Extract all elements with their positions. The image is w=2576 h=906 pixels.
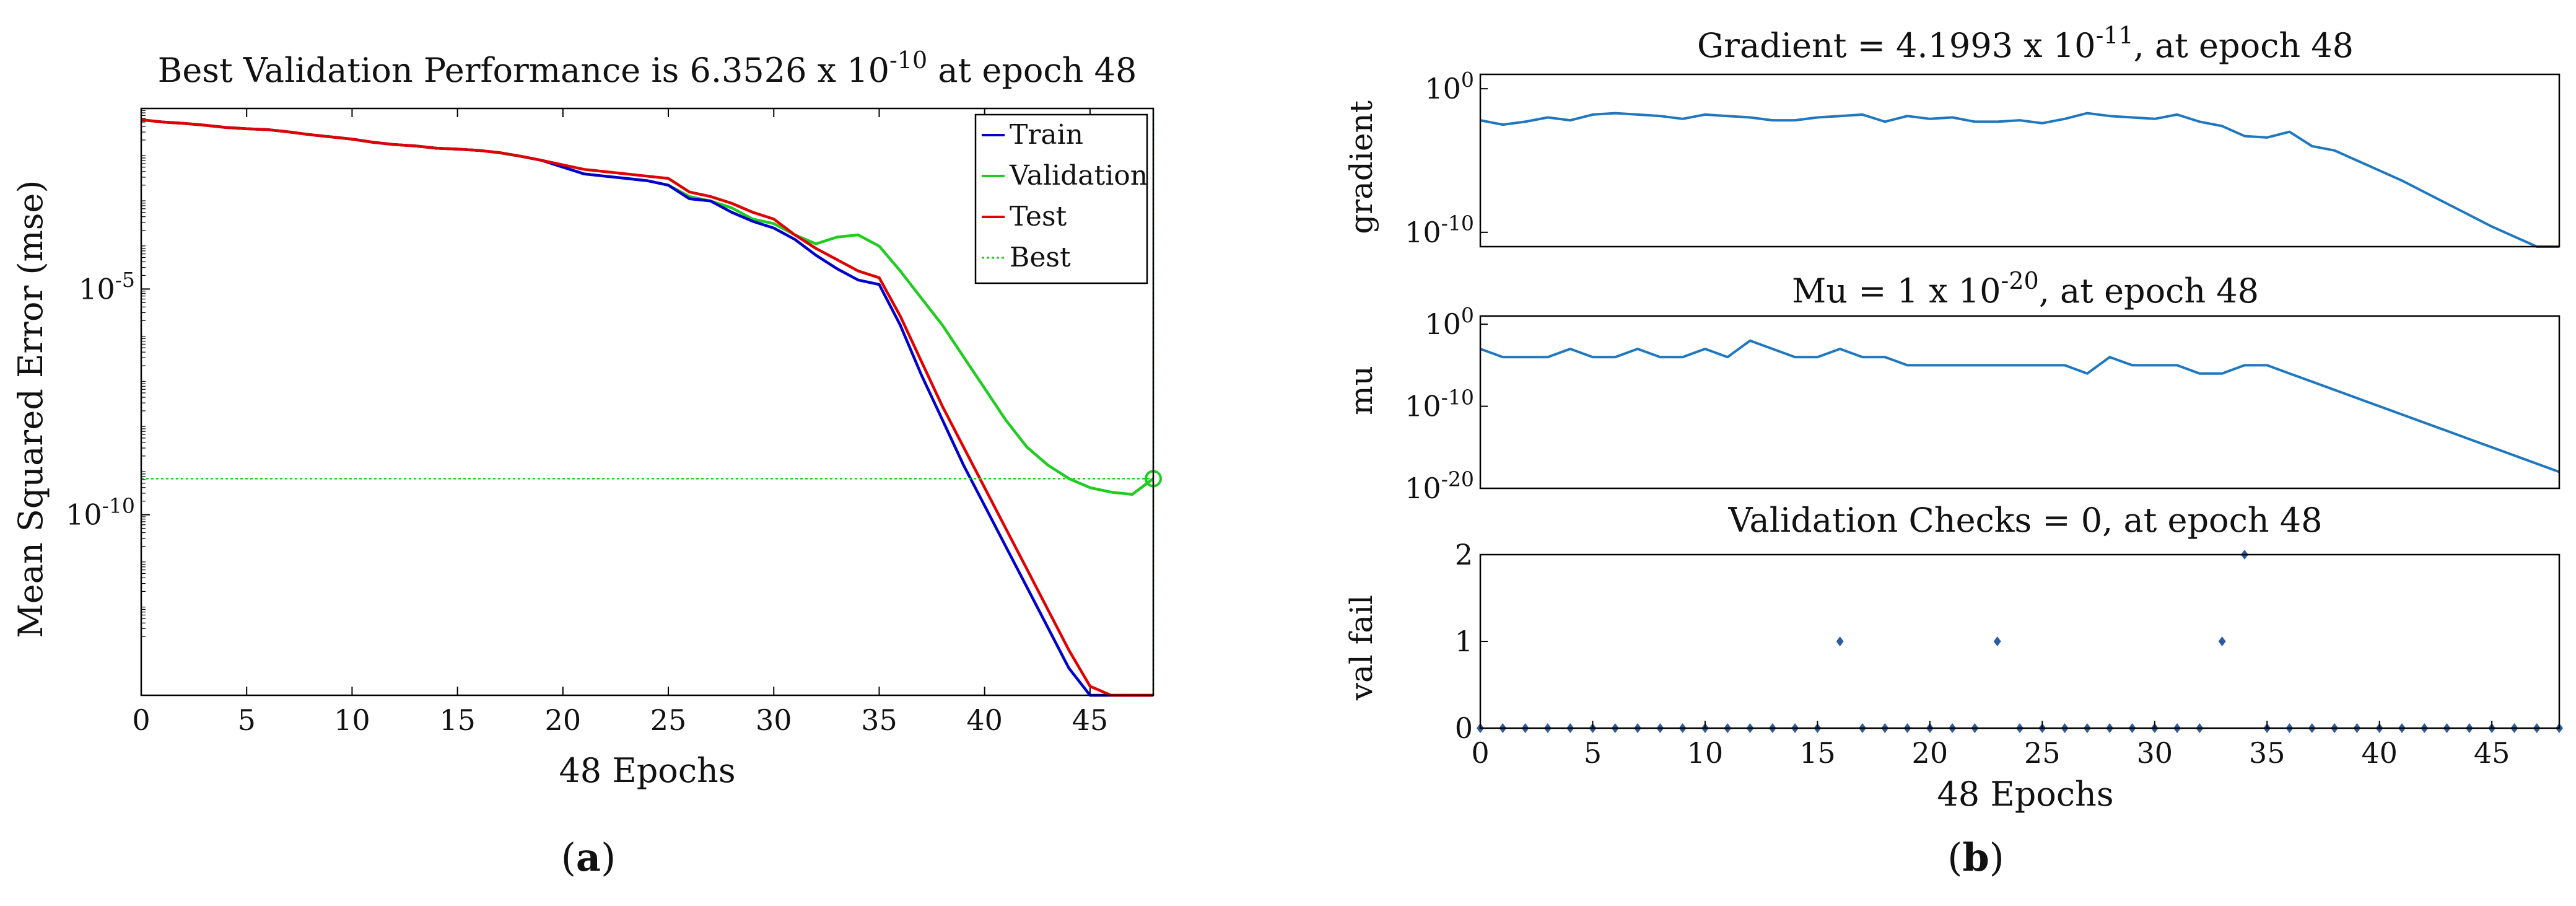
y-tick-label: 10-10 [1405, 385, 1474, 423]
mu-plot-area [1480, 339, 2560, 473]
y-tick-label: 2 [1455, 538, 1473, 571]
series-line [1480, 339, 2560, 473]
mu-axes-box [1479, 315, 2561, 490]
x-tick-label: 5 [1584, 736, 1602, 770]
x-tick-label: 35 [861, 703, 897, 737]
y-tick-label: 10-20 [1405, 467, 1474, 505]
x-tick-label: 30 [2136, 736, 2173, 770]
legend-test-label: Test [1010, 201, 1067, 232]
x-tick-label: 35 [2249, 736, 2286, 770]
x-tick-label: 40 [2361, 736, 2398, 770]
x-tick-label: 25 [650, 703, 687, 737]
gradient-plot-area [1480, 112, 2559, 248]
gradient-axes-box [1479, 73, 2561, 248]
x-tick-label: 20 [545, 703, 582, 737]
series-test-line [141, 118, 1153, 697]
panel-a: Best Validation Performance is 6.3526 x … [11, 46, 1162, 880]
panel-a-legend: Train Validation Test Best [974, 113, 1148, 284]
x-tick-label: 45 [1072, 703, 1109, 737]
gradient-title: Gradient = 4.1993 x 10-11, at epoch 48 [1697, 22, 2354, 65]
y-tick-label: 1 [1455, 625, 1473, 658]
legend-box [974, 113, 1148, 284]
x-tick-label: 0 [1471, 736, 1489, 770]
x-tick-label: 40 [966, 703, 1003, 737]
panel-a-plot-area [141, 108, 1162, 697]
x-tick-label: 30 [756, 703, 792, 737]
x-tick-label: 15 [1799, 736, 1836, 770]
gradient-ylabel: gradient [1343, 100, 1379, 234]
x-tick-label: 15 [439, 703, 476, 737]
valfail-y-ticks: 0 1 2 [1455, 538, 1488, 745]
x-tick-label: 20 [1912, 736, 1949, 770]
panel-b-x-ticks: 0 5 10 15 20 25 30 35 40 45 [1471, 721, 2510, 770]
y-tick-label: 10-5 [79, 268, 135, 306]
legend-validation-label: Validation [1009, 160, 1148, 191]
panel-a-x-ticks: 0 5 10 15 20 25 30 35 40 45 [132, 108, 1108, 737]
y-tick-label: 10-10 [1405, 211, 1474, 249]
data-point [2218, 636, 2226, 646]
data-point [1993, 636, 2001, 646]
x-tick-label: 10 [1687, 736, 1724, 770]
legend-best-label: Best [1010, 242, 1071, 273]
panel-a-ylabel: Mean Squared Error (mse) [11, 180, 50, 638]
panel-a-xlabel: 48 Epochs [559, 751, 735, 790]
valfail-title: Validation Checks = 0, at epoch 48 [1728, 501, 2323, 540]
panel-b-label: (b) [1947, 835, 2004, 880]
y-tick-label: 10-10 [66, 493, 135, 531]
panel-b: Gradient = 4.1993 x 10-11, at epoch 48 g… [1343, 22, 2563, 880]
mu-y-ticks: 100 10-10 10-20 [1405, 303, 1488, 505]
x-tick-label: 10 [334, 703, 370, 737]
y-tick-label: 0 [1455, 711, 1473, 745]
mu-ylabel: mu [1343, 366, 1379, 415]
y-tick-label: 100 [1425, 303, 1474, 341]
x-tick-label: 5 [238, 703, 256, 737]
y-tick-label: 100 [1425, 68, 1474, 105]
x-tick-label: 0 [132, 703, 150, 737]
mu-title: Mu = 1 x 10-20, at epoch 48 [1792, 267, 2259, 310]
panel-b-xlabel: 48 Epochs [1937, 775, 2113, 814]
series-line [1480, 112, 2559, 248]
panel-a-axes-box [140, 107, 1155, 697]
legend-train-label: Train [1010, 119, 1083, 151]
data-point [1836, 636, 1844, 646]
panel-a-label: (a) [561, 835, 616, 880]
panel-a-title: Best Validation Performance is 6.3526 x … [158, 46, 1137, 90]
valfail-axes-box [1479, 553, 2561, 729]
valfail-ylabel: val fail [1343, 595, 1379, 701]
x-tick-label: 25 [2024, 736, 2061, 770]
gradient-y-ticks: 100 10-10 [1405, 68, 1488, 249]
x-tick-label: 45 [2474, 736, 2510, 770]
